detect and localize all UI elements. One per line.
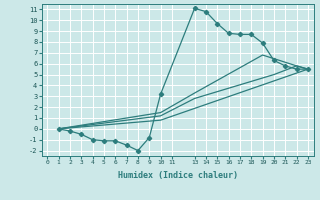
X-axis label: Humidex (Indice chaleur): Humidex (Indice chaleur) <box>118 171 237 180</box>
